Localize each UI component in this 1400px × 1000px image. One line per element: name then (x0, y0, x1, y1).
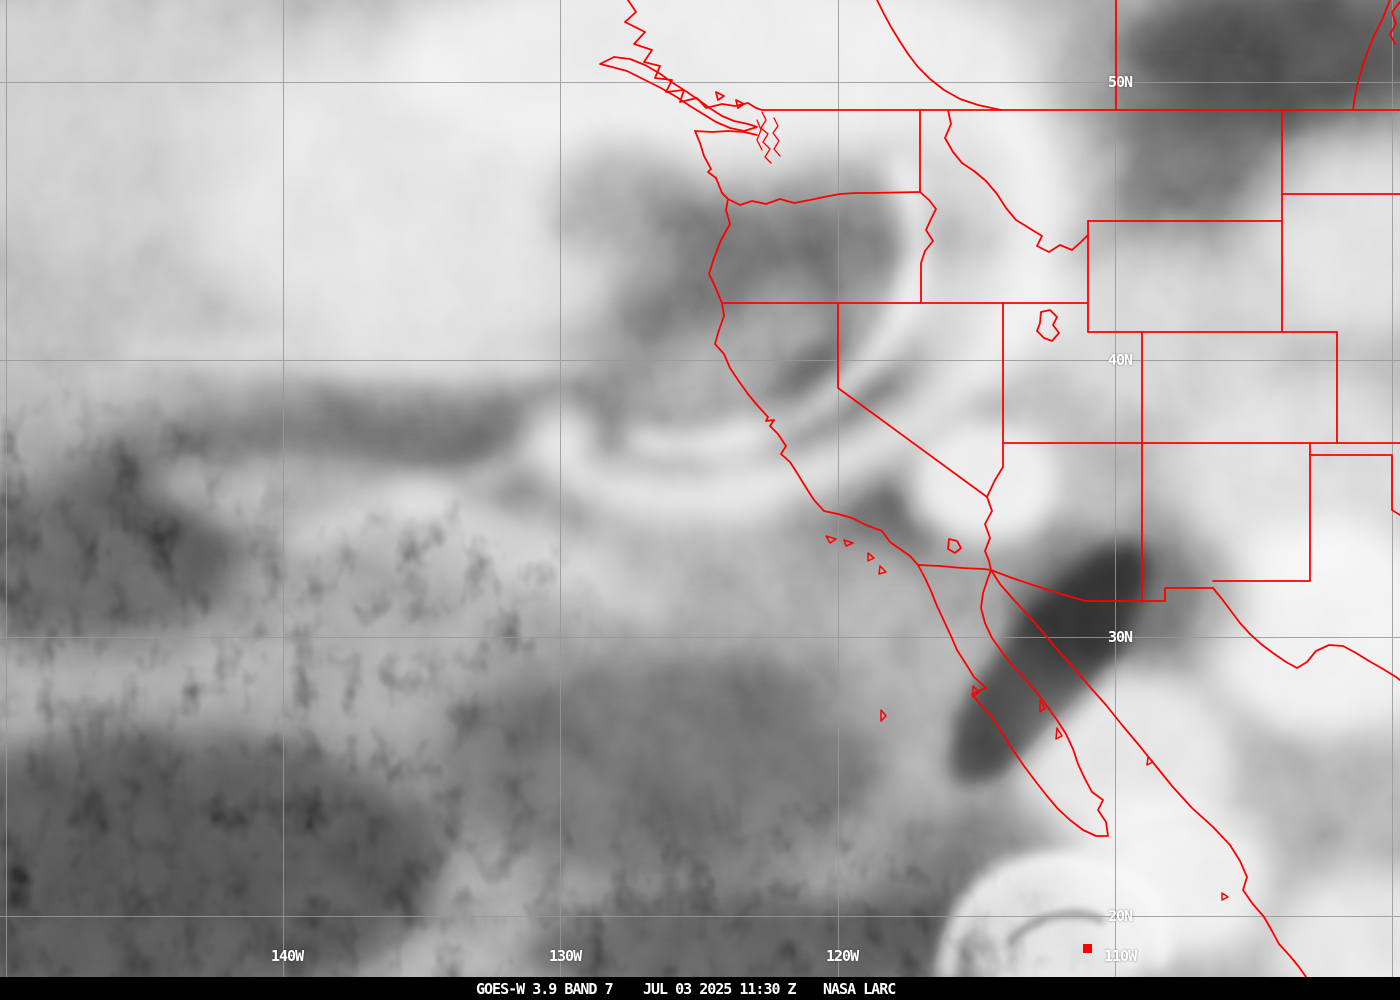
rio-grande (1212, 587, 1400, 681)
cumulus-speckle-layer (0, 0, 1400, 977)
credit-label: NASA LARC (823, 980, 896, 998)
lon-label-140w: 140W (271, 947, 304, 965)
coastline-bc (624, 0, 763, 111)
border-wa-or (721, 191, 921, 206)
lon-label-110w: 110W (1104, 947, 1137, 965)
vancouver-island (599, 56, 758, 132)
lon-label-130w: 130W (549, 947, 582, 965)
satellite-image-canvas: 50N 40N 30N 20N 140W 130W 120W 110W (0, 0, 1400, 977)
great-salt-lake (1036, 309, 1060, 342)
timestamp-label: JUL 03 2025 11:30 Z (643, 980, 797, 998)
border-us-mexico (917, 564, 1214, 602)
border-or-id (919, 191, 937, 304)
storm-marker (1083, 944, 1092, 953)
product-label: GOES-W 3.9 BAND 7 (476, 980, 614, 998)
islands (825, 535, 1229, 901)
lat-label-30n: 30N (1108, 628, 1133, 646)
border-bc-ab (876, 0, 1002, 111)
lon-label-120w: 120W (826, 947, 859, 965)
coastline-mexico (990, 569, 1307, 977)
lat-label-40n: 40N (1108, 351, 1133, 369)
border-sk-mb (1352, 0, 1391, 111)
border-tx-nm (1212, 442, 1311, 582)
salton-sea (947, 538, 962, 554)
border-tx-ok (1309, 454, 1400, 516)
map-boundary-overlay (599, 0, 1400, 977)
border-ca-nv (837, 302, 988, 498)
puget-sound (756, 111, 781, 164)
lat-label-20n: 20N (1108, 907, 1133, 925)
footer-bar: GOES-W 3.9 BAND 7 JUL 03 2025 11:30 Z NA… (0, 977, 1400, 1000)
lat-label-50n: 50N (1108, 73, 1133, 91)
border-colorado-river (984, 442, 1004, 571)
coastline-west (694, 130, 1109, 837)
border-id-mt (944, 109, 1089, 253)
